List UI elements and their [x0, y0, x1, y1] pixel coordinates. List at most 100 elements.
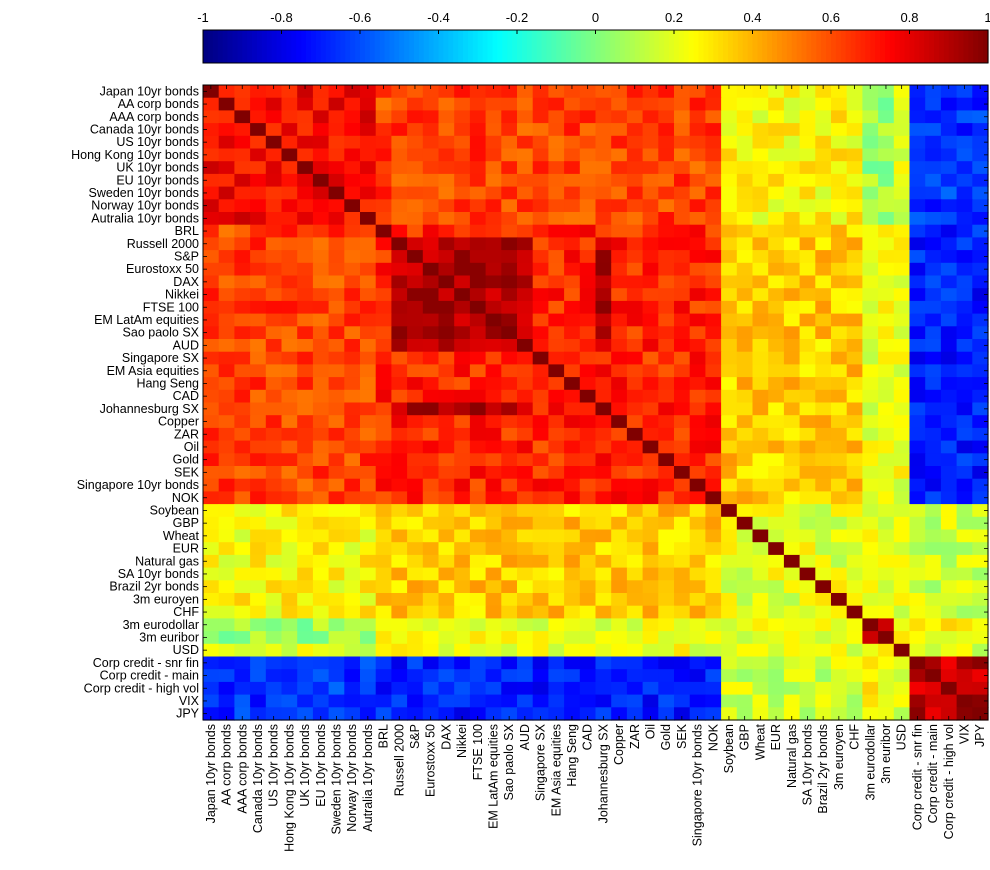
heatmap-cell [328, 97, 345, 111]
heatmap-cell [893, 212, 911, 226]
heatmap-cell [909, 97, 926, 111]
heatmap-cell [783, 656, 801, 670]
heatmap-cell [203, 554, 220, 569]
heatmap-cell [360, 656, 377, 670]
heatmap-cell [705, 85, 722, 99]
heatmap-cell [234, 364, 251, 378]
heatmap-cell [344, 694, 361, 708]
heatmap-cell [469, 186, 487, 200]
heatmap-cell [626, 643, 644, 658]
heatmap-cell [203, 605, 220, 619]
heatmap-cell [564, 275, 581, 289]
heatmap-cell [407, 300, 424, 315]
heatmap-cell [940, 326, 958, 340]
heatmap-cell [799, 542, 816, 556]
heatmap-cell [375, 681, 392, 696]
heatmap-cell [218, 123, 235, 137]
heatmap-cell [846, 402, 863, 416]
heatmap-cell [909, 288, 926, 302]
heatmap-cell [878, 85, 895, 99]
heatmap-cell [595, 288, 612, 302]
heatmap-cell [344, 669, 361, 683]
x-tick-label: VIX [957, 723, 971, 744]
heatmap-cell [925, 478, 942, 492]
heatmap-cell [689, 85, 706, 99]
heatmap-cell [375, 504, 392, 518]
heatmap-cell [564, 250, 581, 264]
heatmap-cell [265, 313, 283, 327]
heatmap-cell [391, 453, 408, 467]
heatmap-cell [344, 364, 361, 378]
colorbar-segment [934, 30, 940, 63]
heatmap-cell [642, 440, 659, 454]
heatmap-cell [203, 148, 220, 162]
heatmap-cell [218, 580, 235, 594]
x-tick-label: FTSE 100 [471, 724, 485, 780]
colorbar-segment [816, 30, 822, 63]
heatmap-cell [579, 491, 597, 505]
heatmap-cell [312, 478, 330, 492]
heatmap-cell [312, 415, 330, 429]
heatmap-cell [328, 250, 345, 264]
heatmap-cell [360, 593, 377, 607]
heatmap-cell [909, 339, 926, 353]
heatmap-cell [250, 97, 267, 111]
heatmap-cell [972, 554, 989, 569]
heatmap-cell [799, 643, 816, 658]
heatmap-cell [940, 554, 958, 569]
heatmap-cell [469, 402, 487, 416]
heatmap-cell [218, 593, 235, 607]
heatmap-cell [956, 478, 973, 492]
heatmap-cell [360, 288, 377, 302]
heatmap-cell [360, 339, 377, 353]
colorbar-segment [458, 30, 464, 63]
colorbar-segment [683, 30, 690, 63]
heatmap-cell [862, 516, 879, 531]
heatmap-cell [972, 97, 989, 111]
heatmap-cell [297, 567, 314, 581]
x-tick-label: Autralia 10yr bonds [361, 724, 375, 832]
heatmap-cell [972, 453, 989, 467]
heatmap-cell [940, 224, 958, 238]
heatmap-cell [454, 148, 471, 162]
heatmap-cell [721, 262, 738, 277]
heatmap-cell [705, 478, 722, 492]
heatmap-cell [893, 97, 911, 111]
heatmap-cell [328, 262, 345, 277]
heatmap-cell [501, 681, 518, 696]
heatmap-cell [972, 618, 989, 632]
heatmap-cell [579, 593, 597, 607]
colorbar-segment [796, 30, 803, 63]
heatmap-cell [485, 440, 502, 454]
heatmap-cell [956, 504, 973, 518]
heatmap-cell [564, 85, 581, 99]
heatmap-cell [469, 123, 487, 137]
y-tick-label: Sao paolo SX [123, 326, 200, 340]
heatmap-cell [360, 123, 377, 137]
heatmap-cell [674, 516, 691, 531]
heatmap-cell [956, 313, 973, 327]
heatmap-cell [469, 199, 487, 213]
heatmap-cell [846, 656, 863, 670]
heatmap-cell [454, 250, 471, 264]
heatmap-cell [218, 288, 235, 302]
heatmap-cell [564, 491, 581, 505]
heatmap-cell [705, 681, 722, 696]
heatmap-cell [234, 669, 251, 683]
heatmap-cell [265, 85, 283, 99]
heatmap-cell [721, 326, 738, 340]
heatmap-cell [564, 669, 581, 683]
heatmap-cell [438, 97, 455, 111]
heatmap-cell [893, 275, 911, 289]
heatmap-cell [297, 681, 314, 696]
heatmap-cell [768, 415, 785, 429]
heatmap-cell [281, 631, 298, 645]
heatmap-cell [579, 173, 597, 188]
heatmap-cell [532, 123, 549, 137]
heatmap-cell [203, 427, 220, 442]
heatmap-cell [705, 631, 722, 645]
heatmap-cell [768, 85, 785, 99]
heatmap-cell [579, 478, 597, 492]
x-tick-label: Sao paolo SX [502, 723, 516, 800]
heatmap-cell [909, 148, 926, 162]
